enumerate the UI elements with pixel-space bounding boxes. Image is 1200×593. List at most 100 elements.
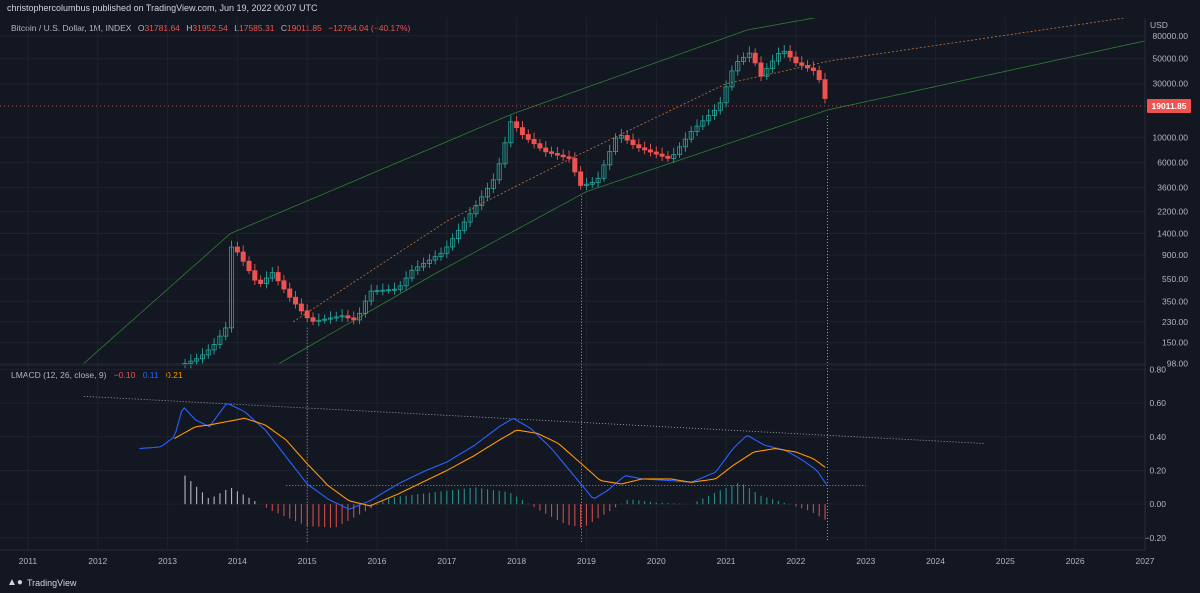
macd-line	[139, 403, 828, 510]
candle-bull	[368, 290, 374, 302]
candle-bull	[711, 109, 717, 116]
candle-bear	[787, 50, 793, 58]
macd-title: LMACD (12, 26, close, 9)	[11, 370, 107, 380]
candle-bear	[252, 270, 258, 281]
price-tick-label: 230.00	[1162, 317, 1188, 327]
candle-bear	[799, 62, 805, 66]
candle-bear	[293, 296, 299, 305]
candle-bull	[339, 315, 345, 318]
candle-bear	[624, 135, 630, 141]
macd-tick-label: 0.20	[1149, 465, 1166, 475]
candle-bull	[688, 131, 694, 140]
candle-bull	[781, 50, 787, 54]
candle-bull	[455, 229, 461, 240]
candle-bull	[426, 259, 432, 264]
high-value: 31952.54	[192, 23, 228, 33]
candle-bear	[525, 134, 531, 140]
candle-bear	[258, 279, 264, 285]
candle-bull	[397, 285, 403, 290]
low-label: L	[234, 23, 239, 33]
candle-bull	[444, 246, 450, 254]
x-tick-label: 2012	[88, 556, 107, 566]
candle-bear	[810, 67, 816, 71]
candle-bull	[461, 221, 467, 231]
symbol-title: Bitcoin / U.S. Dollar, 1M, INDEX	[11, 23, 132, 33]
candle-bull	[700, 120, 706, 127]
candle-bull	[403, 277, 409, 287]
price-tick-label: 30000.00	[1153, 79, 1189, 89]
macd-tick-label: 0.40	[1149, 432, 1166, 442]
candle-bull	[450, 238, 456, 248]
candle-bear	[560, 154, 566, 158]
open-value: 31781.64	[144, 23, 180, 33]
macd-legend: LMACD (12, 26, close, 9) −0.10 0.11 0.21	[11, 370, 183, 380]
candle-bull	[362, 300, 368, 314]
candle-bull	[217, 335, 223, 345]
candle-bear	[345, 315, 351, 319]
candle-bull	[269, 272, 275, 279]
macd-trendline-descending	[83, 395, 985, 444]
candle-bear	[752, 52, 758, 64]
close-label: C	[280, 23, 287, 33]
candle-bull	[229, 246, 235, 329]
candle-bear	[636, 144, 642, 149]
last-price-tag	[1147, 98, 1191, 113]
candle-bear	[665, 155, 671, 159]
candle-bull	[717, 102, 723, 111]
candle-bear	[793, 56, 799, 64]
candle-bear	[304, 310, 310, 319]
candle-bear	[281, 280, 287, 290]
candle-bear	[514, 121, 520, 129]
candle-bull	[746, 52, 752, 58]
candle-bull	[188, 360, 194, 364]
candle-bear	[653, 151, 659, 155]
candle-bull	[607, 151, 613, 166]
price-tick-label: 6000.00	[1157, 157, 1188, 167]
x-tick-label: 2026	[1066, 556, 1085, 566]
candle-bull	[479, 196, 485, 206]
tradingview-logo[interactable]: ▲● TradingView	[7, 577, 76, 588]
candle-bull	[322, 318, 328, 321]
candle-bull	[333, 316, 339, 319]
candle-bear	[298, 303, 304, 312]
high-label: H	[186, 23, 193, 33]
candle-bear	[531, 138, 537, 145]
price-tick-label: 80000.00	[1153, 31, 1189, 41]
candle-bear	[554, 153, 560, 156]
macd-hist-value: −0.10	[113, 370, 136, 380]
candle-bull	[263, 277, 269, 285]
candle-bull	[741, 56, 747, 62]
last-price-label: 19011.85	[1152, 101, 1187, 111]
macd-line-value: 0.11	[142, 370, 159, 380]
axes: 2011 2012 2013 2014 2015 2016 2017 2018 2019 2020…	[0, 31, 1191, 566]
candle-bear	[805, 64, 811, 69]
candle-bull	[723, 86, 729, 104]
candle-bull	[595, 177, 601, 183]
candle-bear	[351, 317, 357, 321]
candle-bear	[822, 79, 828, 99]
candle-bull	[682, 138, 688, 148]
change-value: −12764.04 (−40.17%)	[328, 23, 411, 33]
price-tick-label: 1400.00	[1157, 228, 1188, 238]
macd-tick-label: −0.20	[1144, 533, 1166, 543]
candle-bull	[490, 179, 496, 189]
candle-bear	[816, 70, 822, 81]
price-tick-label: 50000.00	[1153, 54, 1189, 64]
candle-bull	[496, 163, 502, 181]
candle-bear	[758, 62, 764, 77]
band-middle	[292, 18, 1127, 323]
candle-bull	[473, 205, 479, 215]
price-tick-label: 150.00	[1162, 338, 1188, 348]
candle-bull	[432, 256, 438, 261]
candle-bull	[409, 269, 415, 279]
price-tick-label: 3600.00	[1157, 182, 1188, 192]
candle-bull	[735, 61, 741, 72]
macd-pane	[83, 395, 985, 528]
candle-bull	[485, 187, 491, 198]
candle-bear	[543, 147, 549, 153]
x-tick-label: 2016	[368, 556, 387, 566]
tradingview-mark-icon: ▲●	[7, 577, 23, 588]
publisher-line: christophercolumbus published on Trading…	[7, 3, 318, 13]
candle-bull	[415, 266, 421, 271]
